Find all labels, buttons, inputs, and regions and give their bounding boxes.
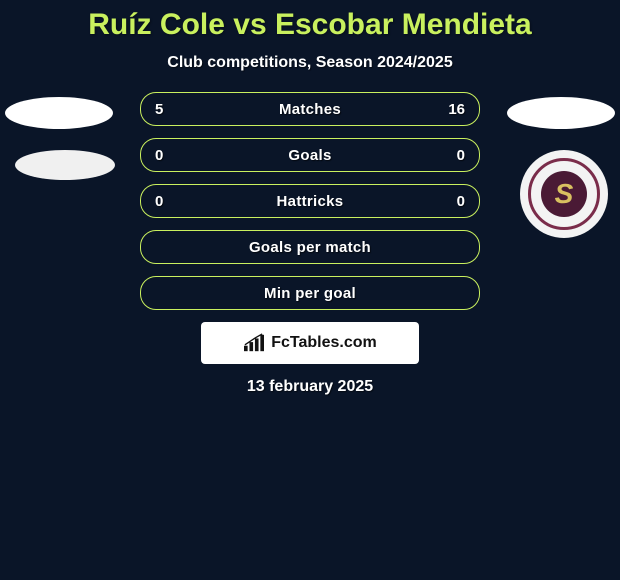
stats-area: S 5 Matches 16 0 Goals 0 0 Hattricks 0 G… xyxy=(0,92,620,396)
stat-label: Goals xyxy=(288,147,331,164)
stat-label: Matches xyxy=(279,101,341,118)
stat-row-goals-per-match: Goals per match xyxy=(140,230,480,264)
player-left-avatar-2 xyxy=(15,150,115,180)
comparison-card: Ruíz Cole vs Escobar Mendieta Club compe… xyxy=(0,0,620,396)
stat-right-value: 0 xyxy=(457,193,465,210)
subtitle: Club competitions, Season 2024/2025 xyxy=(0,54,620,72)
player-right-avatar-1 xyxy=(507,97,615,129)
brand-box: FcTables.com xyxy=(201,322,419,364)
club-badge-ring: S xyxy=(528,158,600,230)
stat-label: Hattricks xyxy=(277,193,344,210)
stat-right-value: 0 xyxy=(457,147,465,164)
stat-label: Min per goal xyxy=(264,285,356,302)
brand-text: FcTables.com xyxy=(271,334,377,352)
club-badge: S xyxy=(520,150,608,238)
stat-row-hattricks: 0 Hattricks 0 xyxy=(140,184,480,218)
stat-row-min-per-goal: Min per goal xyxy=(140,276,480,310)
stat-right-value: 16 xyxy=(448,101,465,118)
stat-left-value: 0 xyxy=(155,193,163,210)
page-title: Ruíz Cole vs Escobar Mendieta xyxy=(0,8,620,42)
player-left-avatar-1 xyxy=(5,97,113,129)
club-badge-core: S xyxy=(541,171,587,217)
date-label: 13 february 2025 xyxy=(0,378,620,396)
stat-row-matches: 5 Matches 16 xyxy=(140,92,480,126)
bar-chart-icon xyxy=(243,333,265,353)
stat-left-value: 5 xyxy=(155,101,163,118)
stat-label: Goals per match xyxy=(249,239,371,256)
stat-left-value: 0 xyxy=(155,147,163,164)
stat-row-goals: 0 Goals 0 xyxy=(140,138,480,172)
